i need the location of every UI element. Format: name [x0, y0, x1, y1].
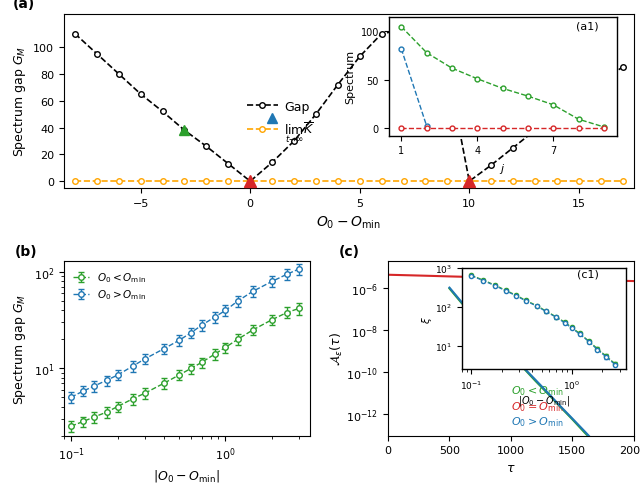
- Text: $O_0 < O_{\min}$: $O_0 < O_{\min}$: [511, 383, 563, 397]
- Text: (b): (b): [15, 244, 38, 258]
- $\lim_{t\to\infty} \overline{K}$: [180, 179, 188, 185]
- $\lim_{t\to\infty} \overline{K}$: [93, 179, 100, 185]
- Gap: [203, 144, 211, 150]
- Gap: [246, 179, 254, 185]
- Gap: [509, 146, 517, 151]
- $\lim_{t\to\infty} \overline{K}$: [71, 179, 79, 185]
- $\lim_{t\to\infty} \overline{K}$: [356, 179, 364, 185]
- $\lim_{t\to\infty} \overline{K}$: [137, 179, 145, 185]
- Gap: [137, 92, 145, 98]
- Gap: [71, 31, 79, 37]
- Gap: [422, 36, 429, 42]
- Gap: [356, 54, 364, 60]
- Gap: [225, 162, 232, 167]
- $\lim_{t\to\infty} \overline{K}$: [378, 179, 385, 185]
- Gap: [575, 96, 582, 102]
- Text: (a): (a): [13, 0, 35, 11]
- $\lim_{t\to\infty} \overline{K}$: [619, 179, 627, 185]
- Gap: [334, 83, 342, 89]
- Y-axis label: $\mathcal{A}_\epsilon(\tau)$: $\mathcal{A}_\epsilon(\tau)$: [329, 332, 345, 365]
- $\lim_{t\to\infty} \overline{K}$: [531, 179, 539, 185]
- Legend: Gap, $\lim_{t\to\infty} \overline{K}$: Gap, $\lim_{t\to\infty} \overline{K}$: [242, 95, 319, 150]
- $\lim_{t\to\infty} \overline{K}$: [444, 179, 451, 185]
- $\lim_{t\to\infty} \overline{K}$: [575, 179, 582, 185]
- Text: $O_0 = O_{\min}$: $O_0 = O_{\min}$: [511, 399, 563, 413]
- Gap: [290, 139, 298, 145]
- Text: (c): (c): [339, 244, 360, 258]
- $\lim_{t\to\infty} \overline{K}$: [225, 179, 232, 185]
- $\lim_{t\to\infty} \overline{K}$: [290, 179, 298, 185]
- Y-axis label: Spectrum gap $G_M$: Spectrum gap $G_M$: [12, 46, 28, 157]
- $\lim_{t\to\infty} \overline{K}$: [203, 179, 211, 185]
- $\lim_{t\to\infty} \overline{K}$: [509, 179, 517, 185]
- Gap: [180, 128, 188, 134]
- $\lim_{t\to\infty} \overline{K}$: [597, 179, 605, 185]
- Gap: [268, 160, 276, 166]
- X-axis label: $O_0 - O_{\min}$: $O_0 - O_{\min}$: [316, 214, 381, 230]
- X-axis label: $|O_0 - O_{\min}|$: $|O_0 - O_{\min}|$: [154, 468, 220, 484]
- Gap: [115, 72, 123, 77]
- $\lim_{t\to\infty} \overline{K}$: [312, 179, 320, 185]
- Gap: [93, 52, 100, 58]
- $\lim_{t\to\infty} \overline{K}$: [115, 179, 123, 185]
- $\lim_{t\to\infty} \overline{K}$: [422, 179, 429, 185]
- Gap: [159, 109, 166, 115]
- Gap: [619, 65, 627, 71]
- Gap: [400, 28, 408, 33]
- $\lim_{t\to\infty} \overline{K}$: [400, 179, 408, 185]
- $\lim_{t\to\infty} \overline{K}$: [465, 179, 473, 185]
- Gap: [553, 109, 561, 115]
- Gap: [488, 163, 495, 168]
- Gap: [531, 128, 539, 134]
- X-axis label: $\tau$: $\tau$: [506, 461, 516, 474]
- Legend: $O_0 < O_{\min}$, $O_0 > O_{\min}$: $O_0 < O_{\min}$, $O_0 > O_{\min}$: [69, 267, 150, 306]
- $\lim_{t\to\infty} \overline{K}$: [268, 179, 276, 185]
- $\lim_{t\to\infty} \overline{K}$: [246, 179, 254, 185]
- Gap: [378, 31, 385, 37]
- Gap: [465, 179, 473, 185]
- $\lim_{t\to\infty} \overline{K}$: [553, 179, 561, 185]
- $\lim_{t\to\infty} \overline{K}$: [488, 179, 495, 185]
- Gap: [312, 112, 320, 118]
- Line: Gap: Gap: [72, 28, 625, 184]
- $\lim_{t\to\infty} \overline{K}$: [159, 179, 166, 185]
- Line: $\lim_{t\to\infty} \overline{K}$: $\lim_{t\to\infty} \overline{K}$: [72, 179, 625, 184]
- Text: $O_0 > O_{\min}$: $O_0 > O_{\min}$: [511, 415, 563, 428]
- Y-axis label: Spectrum gap $G_M$: Spectrum gap $G_M$: [12, 293, 28, 404]
- $\lim_{t\to\infty} \overline{K}$: [334, 179, 342, 185]
- Gap: [444, 65, 451, 71]
- Gap: [597, 78, 605, 84]
